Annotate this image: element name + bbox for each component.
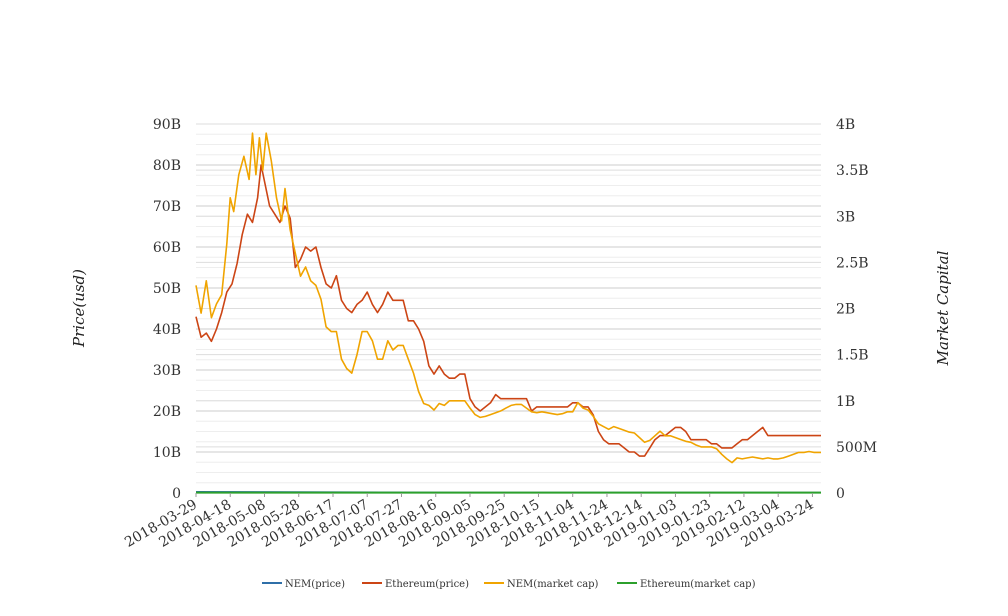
y-axis-right-title: Market Capital xyxy=(934,250,952,366)
y-right-tick-label: 3B xyxy=(836,209,855,225)
legend-label: NEM(market cap) xyxy=(507,579,599,590)
legend-label: NEM(price) xyxy=(285,579,345,590)
legend-item: NEM(price) xyxy=(262,579,345,590)
y-right-tick-label: 2B xyxy=(836,302,855,318)
y-right-tick-label: 2.5B xyxy=(836,255,869,271)
y-left-tick-label: 10B xyxy=(153,445,181,461)
series-lines xyxy=(195,132,821,494)
y-axis-left-title: Price(usd) xyxy=(70,269,88,348)
legend-item: NEM(market cap) xyxy=(484,579,599,590)
legend-label: Ethereum(price) xyxy=(385,579,469,590)
series-line-1 xyxy=(195,164,821,457)
gridlines xyxy=(196,123,821,494)
y-left-tick-label: 50B xyxy=(153,281,181,297)
y-right-tick-label: 500M xyxy=(836,440,877,456)
legend-item: Ethereum(price) xyxy=(362,579,469,590)
legend-label: Ethereum(market cap) xyxy=(640,579,756,590)
y-right-tick-label: 3.5B xyxy=(836,163,869,179)
legend: NEM(price) Ethereum(price) NEM(market cap)… xyxy=(262,579,756,590)
y-left-tick-label: 30B xyxy=(153,363,181,379)
y-right-tick-label: 4B xyxy=(836,117,855,133)
y-left-tick-label: 20B xyxy=(153,404,181,420)
y-left-tick-label: 70B xyxy=(153,199,181,215)
axes: 0 10B 20B 30B 40B 50B 60B 70B 80B 90B 0 500M 1B 1.5B 2… xyxy=(122,117,877,551)
legend-item: Ethereum(market cap) xyxy=(617,579,756,590)
y-left-tick-label: 80B xyxy=(153,158,181,174)
series-line-2 xyxy=(195,132,821,464)
y-right-tick-label: 0 xyxy=(836,486,845,502)
y-right-tick-label: 1.5B xyxy=(836,348,869,364)
y-left-tick-label: 90B xyxy=(153,117,181,133)
y-left-tick-label: 60B xyxy=(153,240,181,256)
y-left-tick-label: 40B xyxy=(153,322,181,338)
y-left-tick-label: 0 xyxy=(172,486,181,502)
y-right-tick-label: 1B xyxy=(836,394,855,410)
